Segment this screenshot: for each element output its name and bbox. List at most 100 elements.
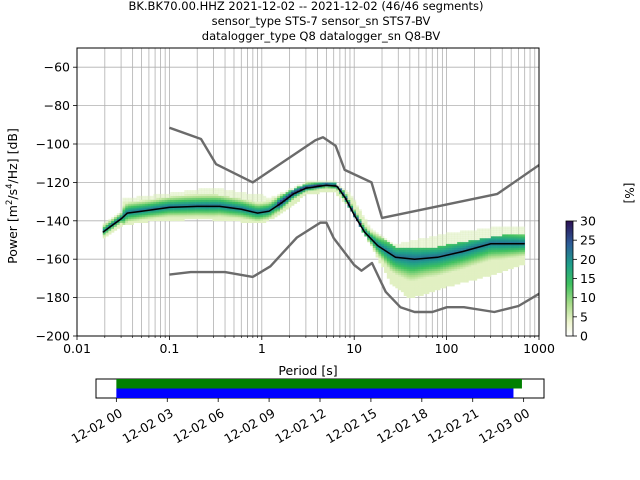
psd-histogram-cell <box>274 211 278 214</box>
psd-histogram-cell <box>116 224 120 227</box>
psd-histogram-cell <box>206 203 210 206</box>
psd-histogram-cell <box>232 218 236 222</box>
psd-histogram-cell <box>375 236 379 239</box>
psd-histogram-cell <box>493 266 497 270</box>
psd-histogram-cell <box>119 211 123 214</box>
psd-histogram-cell <box>485 251 489 254</box>
psd-histogram-cell <box>195 215 199 218</box>
psd-histogram-cell <box>364 220 368 224</box>
psd-histogram-cell <box>476 255 480 258</box>
psd-histogram-cell <box>465 259 469 262</box>
psd-histogram-cell <box>206 216 210 220</box>
psd-histogram-cell <box>212 207 216 210</box>
psd-histogram-cell <box>223 197 227 200</box>
psd-histogram-cell <box>403 264 407 268</box>
psd-histogram-cell <box>209 195 213 199</box>
psd-histogram-cell <box>448 274 452 277</box>
psd-histogram-cell <box>181 213 185 216</box>
psd-histogram-cell <box>226 215 230 218</box>
psd-histogram-cell <box>490 257 495 260</box>
psd-histogram-cell <box>257 216 261 220</box>
psd-histogram-cell <box>414 272 419 275</box>
psd-histogram-cell <box>268 197 272 200</box>
psd-histogram-cell <box>468 249 472 252</box>
psd-histogram-cell <box>507 228 511 231</box>
psd-histogram-cell <box>142 218 146 222</box>
psd-histogram-cell <box>254 216 258 220</box>
psd-histogram-cell <box>299 188 303 191</box>
psd-histogram-cell <box>507 257 511 260</box>
psd-histogram-cell <box>178 193 182 197</box>
psd-histogram-cell <box>437 280 441 283</box>
psd-histogram-cell <box>409 288 413 291</box>
psd-histogram-cell <box>513 261 517 264</box>
psd-histogram-cell <box>457 263 461 266</box>
psd-histogram-cell <box>310 188 315 191</box>
psd-histogram-cell <box>474 251 478 254</box>
psd-histogram-cell <box>445 241 450 245</box>
psd-histogram-cell <box>195 190 199 193</box>
psd-histogram-cell <box>209 211 213 214</box>
psd-histogram-cell <box>454 249 458 252</box>
psd-histogram-cell <box>451 245 455 248</box>
psd-histogram-cell <box>412 284 416 287</box>
psd-histogram-cell <box>232 201 236 204</box>
psd-histogram-cell <box>353 199 357 202</box>
psd-histogram-cell <box>417 288 421 291</box>
psd-histogram-cell <box>279 211 284 214</box>
psd-histogram-cell <box>420 268 424 272</box>
psd-histogram-cell <box>474 234 478 237</box>
psd-histogram-cell <box>347 201 351 204</box>
psd-histogram-cell <box>263 201 267 204</box>
psd-histogram-cell <box>392 251 396 254</box>
psd-histogram-cell <box>218 209 222 212</box>
psd-histogram-cell <box>414 286 419 289</box>
psd-histogram-cell <box>215 209 219 212</box>
psd-histogram-cell <box>389 257 393 260</box>
psd-histogram-cell <box>164 205 168 208</box>
psd-histogram-cell <box>150 213 154 216</box>
psd-histogram-cell <box>479 255 483 258</box>
psd-histogram-cell <box>170 215 174 218</box>
psd-histogram-cell <box>406 264 410 268</box>
psd-histogram-cell <box>395 257 399 260</box>
psd-histogram-cell <box>471 263 475 266</box>
psd-histogram-cell <box>440 238 444 241</box>
psd-histogram-cell <box>440 268 444 272</box>
psd-histogram-cell <box>499 257 503 260</box>
psd-histogram-cell <box>212 218 216 222</box>
psd-histogram-cell <box>516 261 520 264</box>
psd-histogram-cell <box>257 201 261 204</box>
psd-histogram-cell <box>156 213 160 216</box>
psd-histogram-cell <box>285 190 289 193</box>
psd-histogram-cell <box>308 184 312 187</box>
psd-histogram-cell <box>521 230 525 233</box>
psd-histogram-cell <box>296 193 300 197</box>
psd-histogram-cell <box>170 197 174 200</box>
psd-histogram-cell <box>187 201 191 204</box>
psd-histogram-cell <box>496 264 500 268</box>
timeline-tick-label: 12-02 21 <box>425 405 481 446</box>
psd-histogram-cell <box>488 259 492 262</box>
psd-histogram-cell <box>299 195 303 199</box>
psd-histogram-cell <box>420 247 424 250</box>
y-tick-label: −120 <box>36 175 70 190</box>
psd-histogram-cell <box>493 234 497 237</box>
psd-histogram-cell <box>274 199 278 202</box>
psd-histogram-cell <box>254 195 258 199</box>
psd-histogram-cell <box>502 264 506 268</box>
psd-histogram-cell <box>384 261 388 264</box>
psd-histogram-cell <box>116 226 120 229</box>
psd-histogram-cell <box>173 201 177 204</box>
psd-histogram-cell <box>426 266 430 270</box>
psd-histogram-cell <box>201 188 205 191</box>
psd-histogram-cell <box>198 207 202 210</box>
psd-histogram-cell <box>313 182 317 185</box>
timeline-tick-label: 12-02 09 <box>221 405 277 446</box>
psd-histogram-cell <box>507 230 511 233</box>
psd-histogram-cell <box>209 216 213 220</box>
psd-histogram-cell <box>457 247 461 250</box>
psd-histogram-cell <box>184 192 188 195</box>
psd-histogram-cell <box>482 241 486 245</box>
psd-histogram-cell <box>218 207 222 210</box>
